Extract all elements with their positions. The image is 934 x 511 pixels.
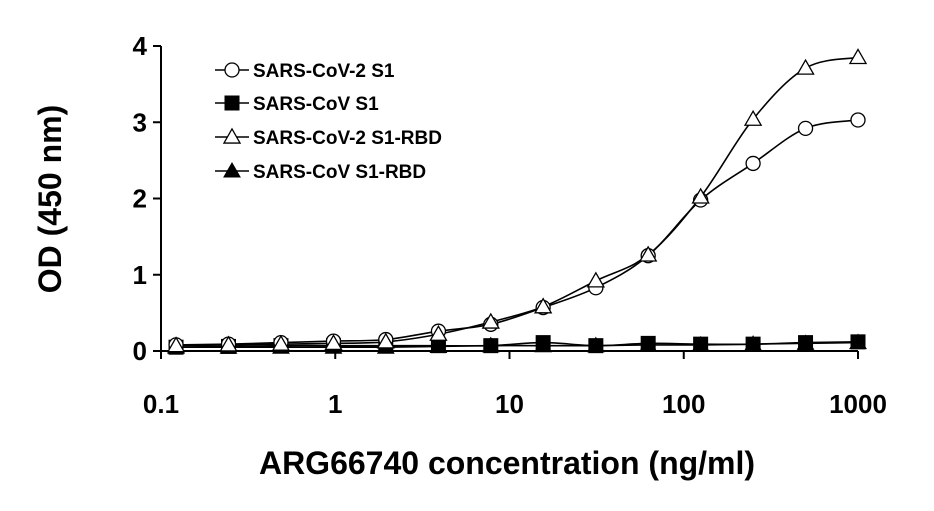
x-tick-label: 0.1 xyxy=(143,389,179,419)
data-point xyxy=(691,187,710,204)
data-point xyxy=(745,155,761,172)
data-point xyxy=(639,245,658,262)
data-point xyxy=(796,334,815,350)
data-point xyxy=(166,336,186,353)
y-tick-label: 0 xyxy=(133,336,147,366)
data-point xyxy=(224,95,240,111)
data-point xyxy=(691,335,710,352)
legend-label: SARS-CoV S1 xyxy=(253,94,379,115)
data-point xyxy=(481,336,500,353)
data-point xyxy=(429,337,448,353)
y-tick-label: 3 xyxy=(133,107,147,137)
data-point xyxy=(222,127,242,144)
x-tick-label: 10 xyxy=(495,389,524,419)
data-point xyxy=(743,109,763,126)
legend-label: SARS-CoV-2 S1-RBD xyxy=(253,128,442,149)
legend: SARS-CoV-2 S1 SARS-CoV S1 SARS-CoV-2 S1-RB… xyxy=(215,61,442,183)
y-tick-label: 1 xyxy=(133,260,147,290)
y-axis-title: OD (450 nm) xyxy=(32,105,68,293)
legend-label: SARS-CoV-2 S1 xyxy=(253,61,395,82)
series-line xyxy=(176,119,859,346)
data-point xyxy=(533,297,553,314)
y-ticks: 0 1 2 3 4 xyxy=(133,31,161,366)
data-point xyxy=(586,271,606,288)
data-point xyxy=(324,334,343,351)
data-point xyxy=(376,332,395,349)
data-point xyxy=(744,335,763,351)
data-point xyxy=(223,161,241,178)
x-ticks: 0.1 1 10 100 1000 xyxy=(143,351,887,419)
data-point xyxy=(429,324,448,341)
data-point xyxy=(271,334,291,351)
x-tick-label: 1000 xyxy=(829,389,887,419)
x-tick-label: 100 xyxy=(662,389,705,419)
series-layer xyxy=(166,48,868,355)
data-point xyxy=(796,58,815,75)
legend-label: SARS-CoV S1-RBD xyxy=(253,162,426,183)
data-point xyxy=(797,120,814,137)
data-point xyxy=(850,112,866,128)
data-point xyxy=(848,48,868,65)
data-point xyxy=(639,335,658,352)
data-point xyxy=(586,336,605,353)
axes xyxy=(160,46,858,352)
data-point xyxy=(219,335,238,352)
data-point xyxy=(534,336,553,353)
data-point xyxy=(849,333,867,350)
data-point xyxy=(224,62,240,78)
data-point xyxy=(481,312,500,329)
x-tick-label: 1 xyxy=(328,389,342,419)
y-tick-label: 4 xyxy=(133,31,148,61)
x-axis-title: ARG66740 concentration (ng/ml) xyxy=(259,445,755,481)
y-tick-label: 2 xyxy=(133,184,147,214)
